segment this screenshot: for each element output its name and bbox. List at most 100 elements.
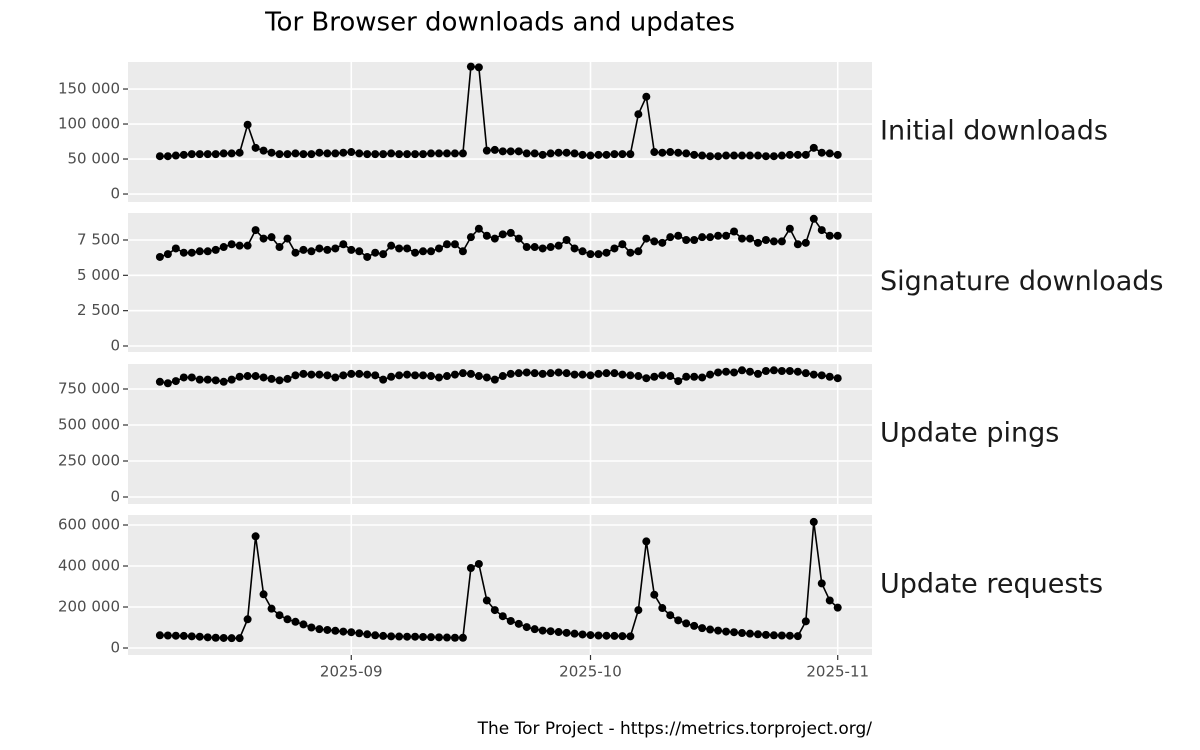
data-point [355,149,364,158]
data-point [618,632,627,641]
data-point [187,373,196,382]
data-point [203,150,212,159]
data-point [809,214,818,223]
data-point [403,370,412,379]
data-point [738,234,747,243]
data-point [761,152,770,161]
data-point [777,631,786,640]
data-point [163,152,172,161]
data-point [690,621,699,630]
data-point [163,379,172,388]
data-point [674,148,683,157]
data-point [466,369,475,378]
data-point [809,370,818,379]
data-point [323,245,332,254]
data-point [801,150,810,159]
data-point [395,632,404,641]
data-point [155,631,164,640]
data-point [745,367,754,376]
data-point [427,247,436,256]
data-point [602,150,611,159]
data-point [753,630,762,639]
data-point [634,372,643,381]
data-point [602,369,611,378]
data-point [347,245,356,254]
data-point [698,624,707,633]
data-point [434,373,443,382]
data-point [371,371,380,380]
data-point [339,240,348,249]
data-point [546,149,555,158]
y-tick-label: 400 000 [58,557,120,575]
data-point [371,631,380,640]
data-point [777,237,786,246]
data-point [801,617,810,626]
data-point [833,374,842,383]
data-point [554,148,563,157]
strip-label: Update requests [880,569,1103,600]
strip-label: Signature downloads [880,266,1163,297]
data-point [690,150,699,159]
data-point [722,151,731,160]
data-point [769,237,778,246]
data-point [450,633,459,642]
data-point [371,248,380,257]
data-point [698,151,707,160]
data-point [658,148,667,157]
data-point [698,373,707,382]
data-point [195,150,204,159]
data-point [458,369,467,378]
data-point [698,233,707,242]
data-point [674,377,683,386]
data-point [785,631,794,640]
data-point [203,375,212,384]
data-point [171,151,180,160]
data-point [825,372,834,381]
data-point [626,371,635,380]
data-point [714,626,723,635]
data-point [793,632,802,641]
data-point [243,372,252,381]
data-point [275,243,284,252]
data-point [490,606,499,615]
data-point [745,234,754,243]
data-point [419,371,428,380]
data-point [203,247,212,256]
data-point [187,248,196,257]
data-point [347,628,356,637]
data-point [474,224,483,233]
data-point [339,148,348,157]
data-point [211,245,220,254]
y-tick-label: 100 000 [58,115,120,133]
data-point [179,373,188,382]
data-point [163,631,172,640]
data-point [442,149,451,158]
data-point [466,62,475,71]
data-point [498,372,507,381]
data-point [427,633,436,642]
data-point [777,151,786,160]
data-point [387,372,396,381]
data-point [243,241,252,250]
data-point [474,559,483,568]
data-point [219,633,228,642]
data-point [578,247,587,256]
data-point [195,375,204,384]
data-point [235,148,244,157]
data-point [395,150,404,159]
data-point [586,371,595,380]
caption: The Tor Project - https://metrics.torpro… [477,719,873,739]
data-point [650,372,659,381]
data-point [299,245,308,254]
data-point [722,627,731,636]
data-point [482,146,491,155]
data-point [610,244,619,253]
data-point [219,377,228,386]
data-point [347,369,356,378]
data-point [498,230,507,239]
y-tick-label: 50 000 [68,150,121,168]
data-point [626,150,635,159]
data-point [291,371,300,380]
data-point [722,231,731,240]
data-point [307,623,316,632]
